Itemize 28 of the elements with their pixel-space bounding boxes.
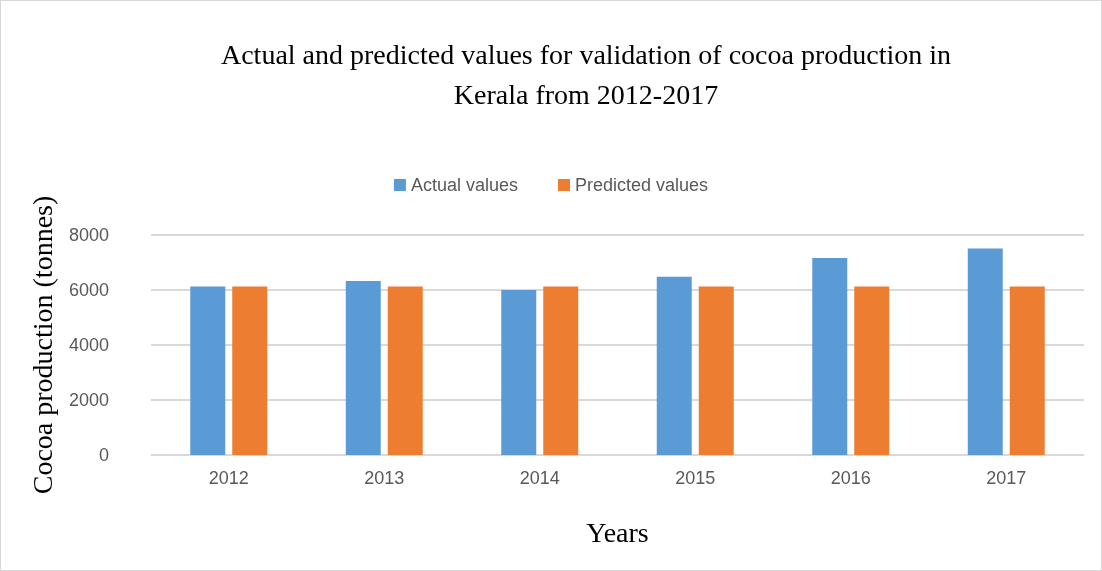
- bar: [812, 258, 848, 455]
- y-tick-label: 4000: [68, 335, 109, 355]
- bar: [1009, 286, 1045, 455]
- bar: [698, 286, 734, 455]
- y-axis-title: Cocoa production (tonnes): [26, 195, 58, 495]
- x-tick-label: 2015: [675, 468, 716, 488]
- x-tick-label: 2016: [830, 468, 871, 488]
- bar: [190, 286, 226, 455]
- bar: [656, 276, 692, 455]
- x-tick-label: 2013: [364, 468, 405, 488]
- y-tick-label: 2000: [68, 390, 109, 410]
- bar: [967, 248, 1003, 455]
- chart-title: Actual and predicted values for validation of cocoa production in Kerala from 2012-2017: [220, 38, 952, 110]
- legend-label: Actual values: [410, 175, 518, 195]
- bar: [387, 286, 423, 455]
- y-tick-label: 6000: [68, 280, 109, 300]
- x-axis-title: Years: [586, 516, 649, 548]
- x-tick-label: 2017: [986, 468, 1027, 488]
- bar: [501, 290, 537, 455]
- x-tick-label: 2012: [208, 468, 249, 488]
- x-tick-label: 2014: [519, 468, 560, 488]
- bar: [854, 286, 890, 455]
- legend-label: Predicted values: [574, 175, 709, 195]
- bar: [345, 280, 381, 455]
- bar: [543, 286, 579, 455]
- y-tick-label: 0: [98, 445, 109, 465]
- bar: [232, 286, 268, 455]
- y-tick-label: 8000: [68, 225, 109, 245]
